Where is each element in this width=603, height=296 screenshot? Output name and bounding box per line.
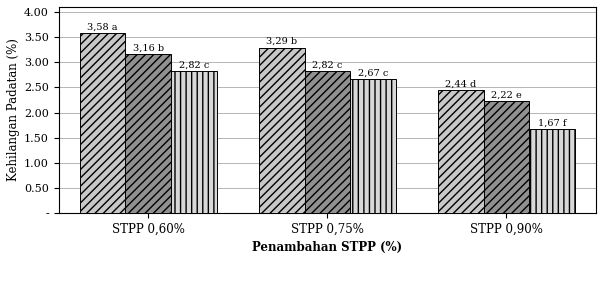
Text: 3,16 b: 3,16 b bbox=[133, 44, 164, 53]
Text: 2,44 d: 2,44 d bbox=[445, 80, 476, 89]
Text: 1,67 f: 1,67 f bbox=[538, 119, 566, 128]
Text: 2,82 c: 2,82 c bbox=[178, 61, 209, 70]
Text: 3,29 b: 3,29 b bbox=[267, 37, 297, 46]
Bar bbox=[350, 79, 396, 213]
Y-axis label: Kehilangan Padatan (%): Kehilangan Padatan (%) bbox=[7, 38, 20, 181]
Text: 3,58 a: 3,58 a bbox=[87, 22, 118, 32]
Bar bbox=[484, 102, 529, 213]
Text: 2,22 e: 2,22 e bbox=[491, 91, 522, 100]
Text: 2,82 c: 2,82 c bbox=[312, 61, 343, 70]
X-axis label: Penambahan STPP (%): Penambahan STPP (%) bbox=[252, 242, 402, 254]
Bar bbox=[125, 54, 171, 213]
Bar bbox=[529, 129, 575, 213]
Bar bbox=[259, 48, 305, 213]
Text: 2,67 c: 2,67 c bbox=[358, 68, 388, 77]
Bar bbox=[305, 71, 350, 213]
Bar bbox=[171, 71, 216, 213]
Bar bbox=[80, 33, 125, 213]
Bar bbox=[438, 90, 484, 213]
